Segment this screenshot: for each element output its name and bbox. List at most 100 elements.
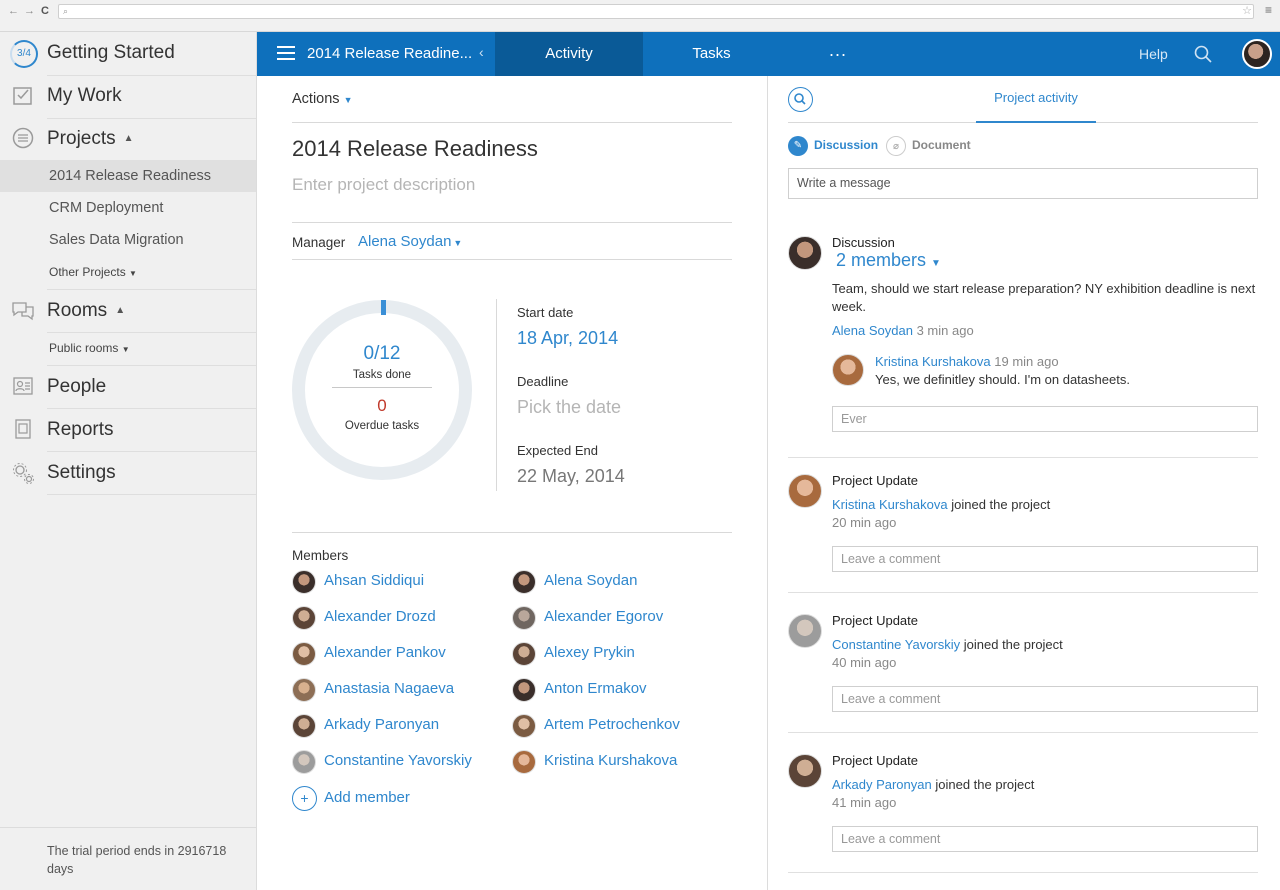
tasks-done-label: Tasks done	[352, 369, 412, 381]
sidebar-project-2014-release[interactable]: 2014 Release Readiness	[49, 168, 212, 184]
actions-dropdown[interactable]: Actions ▼	[292, 91, 353, 107]
discussion-icon: ✎	[788, 136, 808, 156]
tab-project-activity[interactable]: Project activity	[976, 76, 1096, 123]
tab-tasks[interactable]: Tasks	[692, 45, 731, 62]
update-text: Constantine Yavorskiy joined the project	[832, 637, 1063, 652]
sidebar-item-getting-started[interactable]: 3/4 Getting Started	[0, 32, 257, 75]
avatar	[292, 642, 316, 666]
avatar	[512, 570, 536, 594]
checklist-icon	[11, 84, 35, 108]
user-link[interactable]: Arkady Paronyan	[832, 777, 932, 792]
update-time: 20 min ago	[832, 515, 897, 530]
avatar	[788, 614, 822, 648]
search-icon[interactable]	[1194, 45, 1212, 63]
tasks-progress-indicator	[381, 300, 386, 315]
chevron-down-icon: ▼	[343, 95, 353, 105]
sidebar-item-label: My Work	[47, 85, 122, 106]
sidebar-project-crm[interactable]: CRM Deployment	[49, 200, 164, 216]
help-link[interactable]: Help	[1139, 46, 1168, 62]
reply-meta: Kristina Kurshakova 19 min ago	[875, 354, 1059, 369]
sidebar-item-settings[interactable]: Settings	[0, 452, 257, 495]
comment-input[interactable]: Leave a comment	[832, 826, 1258, 852]
deadline-value[interactable]: Pick the date	[517, 397, 622, 417]
sidebar-item-reports[interactable]: Reports	[0, 409, 257, 452]
message-input[interactable]: Write a message	[788, 168, 1258, 199]
start-date-label: Start date	[517, 305, 574, 320]
avatar	[788, 474, 822, 508]
chevron-up-icon: ▲	[123, 133, 134, 145]
chevron-left-icon[interactable]: ‹	[479, 44, 484, 60]
comment-input[interactable]: Leave a comment	[832, 686, 1258, 712]
discussion-text: Team, should we start release preparatio…	[832, 281, 1256, 314]
add-member-icon[interactable]: +	[292, 786, 317, 811]
tab-activity[interactable]: Activity	[495, 32, 643, 76]
browser-menu-icon[interactable]: ≡	[1264, 3, 1272, 17]
sidebar-item-rooms[interactable]: Rooms ▲	[0, 290, 257, 333]
activity-panel: Project activity ✎ Discussion ⌀ Document W…	[767, 76, 1280, 890]
sidebar-item-my-work[interactable]: My Work	[0, 75, 257, 118]
project-title-header[interactable]: 2014 Release Readine...	[307, 45, 473, 62]
author-link[interactable]: Kristina Kurshakova	[875, 354, 991, 369]
sidebar-other-projects[interactable]: Other Projects ▼	[49, 265, 137, 279]
sidebar-public-rooms[interactable]: Public rooms ▼	[49, 341, 130, 355]
divider	[47, 451, 256, 452]
update-title: Project Update	[832, 753, 918, 768]
overdue-value[interactable]: 0	[377, 396, 387, 415]
avatar	[292, 714, 316, 738]
divider	[47, 408, 256, 409]
divider	[47, 494, 256, 495]
trial-text: The trial period ends in 2916718 days	[47, 844, 227, 876]
author-link[interactable]: Alena Soydan	[832, 323, 913, 338]
tab-document[interactable]: ⌀ Document	[886, 136, 971, 156]
comment-input[interactable]: Leave a comment	[832, 546, 1258, 572]
sidebar-item-label: Rooms ▲	[47, 300, 126, 321]
manager-dropdown[interactable]: Alena Soydan ▼	[358, 233, 463, 250]
address-bar[interactable]: ⌕	[58, 4, 1254, 19]
sidebar-item-label: Reports	[47, 419, 114, 440]
avatar	[512, 714, 536, 738]
divider	[47, 75, 256, 76]
divider	[47, 365, 256, 366]
back-icon[interactable]: ←	[8, 5, 19, 17]
comment-input[interactable]: Ever	[832, 406, 1258, 432]
sidebar-item-label: Settings	[47, 462, 116, 483]
expected-end-value: 22 May, 2014	[517, 466, 625, 486]
user-avatar[interactable]	[1242, 39, 1272, 69]
avatar	[292, 570, 316, 594]
members-dropdown[interactable]: 2 members ▼	[836, 250, 941, 270]
project-description-field[interactable]: Enter project description	[292, 175, 476, 194]
manager-label: Manager	[292, 235, 346, 250]
sidebar-item-label: Projects ▲	[47, 128, 134, 149]
tasks-done-value[interactable]: 0/12	[363, 343, 401, 364]
tab-discussion[interactable]: ✎ Discussion	[788, 136, 878, 156]
user-link[interactable]: Kristina Kurshakova	[832, 497, 948, 512]
reload-icon[interactable]: C	[41, 5, 49, 17]
chevron-up-icon: ▲	[115, 305, 126, 317]
divider	[47, 289, 256, 290]
search-icon[interactable]	[788, 87, 813, 112]
search-icon: ⌕	[63, 6, 69, 16]
deadline-label: Deadline	[517, 374, 569, 389]
sidebar-item-people[interactable]: People	[0, 366, 257, 409]
divider	[47, 332, 256, 333]
divider	[332, 387, 432, 388]
start-date-value[interactable]: 18 Apr, 2014	[517, 328, 619, 348]
user-link[interactable]: Constantine Yavorskiy	[832, 637, 961, 652]
gear-icon	[11, 461, 35, 485]
sidebar-project-sales[interactable]: Sales Data Migration	[49, 232, 184, 248]
discussion-meta: Alena Soydan 3 min ago	[832, 323, 974, 338]
update-title: Project Update	[832, 473, 918, 488]
forward-icon[interactable]: →	[24, 5, 35, 17]
hamburger-menu-icon[interactable]	[277, 46, 295, 60]
project-title[interactable]: 2014 Release Readiness	[292, 136, 538, 161]
browser-chrome: ← → C ⌕ ☆ ≡	[0, 0, 1280, 32]
sidebar-item-projects[interactable]: Projects ▲	[0, 118, 257, 161]
reports-icon	[11, 418, 35, 442]
update-time: 40 min ago	[832, 655, 897, 670]
add-member-button[interactable]: Add member	[324, 789, 410, 806]
more-icon[interactable]: ...	[829, 40, 848, 60]
avatar	[788, 754, 822, 788]
update-text: Kristina Kurshakova joined the project	[832, 497, 1051, 512]
avatar	[832, 354, 864, 386]
bookmark-star-icon[interactable]: ☆	[1242, 5, 1252, 17]
